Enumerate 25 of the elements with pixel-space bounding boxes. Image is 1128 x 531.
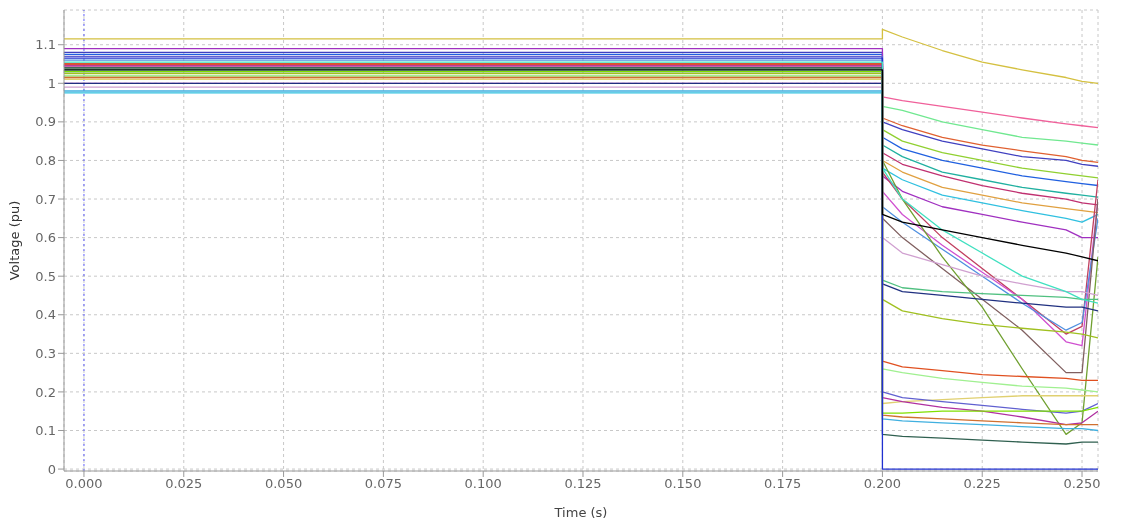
x-tick-label: 0.025 xyxy=(165,476,203,492)
y-tick-label: 0.9 xyxy=(35,114,56,130)
y-tick-label: 1.1 xyxy=(35,37,56,53)
y-tick-label: 1 xyxy=(47,75,56,91)
x-axis-title: Time (s) xyxy=(553,505,608,520)
x-tick-label: 0.200 xyxy=(863,476,902,492)
y-tick-label: 0.8 xyxy=(35,153,56,169)
y-tick-label: 0.1 xyxy=(35,423,56,439)
x-tick-label: 0.250 xyxy=(1063,476,1101,492)
x-tick-label: 0.100 xyxy=(464,476,502,492)
x-tick-label: 0.000 xyxy=(65,476,103,492)
x-tick-label: 0.050 xyxy=(264,476,303,492)
y-tick-label: 0.5 xyxy=(35,268,56,284)
y-tick-label: 0.7 xyxy=(35,191,56,207)
y-tick-label: 0.4 xyxy=(35,307,56,323)
y-tick-label: 0.3 xyxy=(35,345,56,361)
x-tick-label: 0.225 xyxy=(963,476,1001,492)
y-tick-label: 0.2 xyxy=(35,384,56,400)
x-tick-label: 0.125 xyxy=(564,476,602,492)
x-tick-label: 0.150 xyxy=(664,476,702,492)
x-tick-label: 0.075 xyxy=(364,476,402,492)
x-tick-label: 0.175 xyxy=(764,476,802,492)
y-tick-label: 0.6 xyxy=(35,230,56,246)
y-axis-title: Voltage (pu) xyxy=(6,200,22,281)
y-tick-label: 0 xyxy=(47,461,56,477)
